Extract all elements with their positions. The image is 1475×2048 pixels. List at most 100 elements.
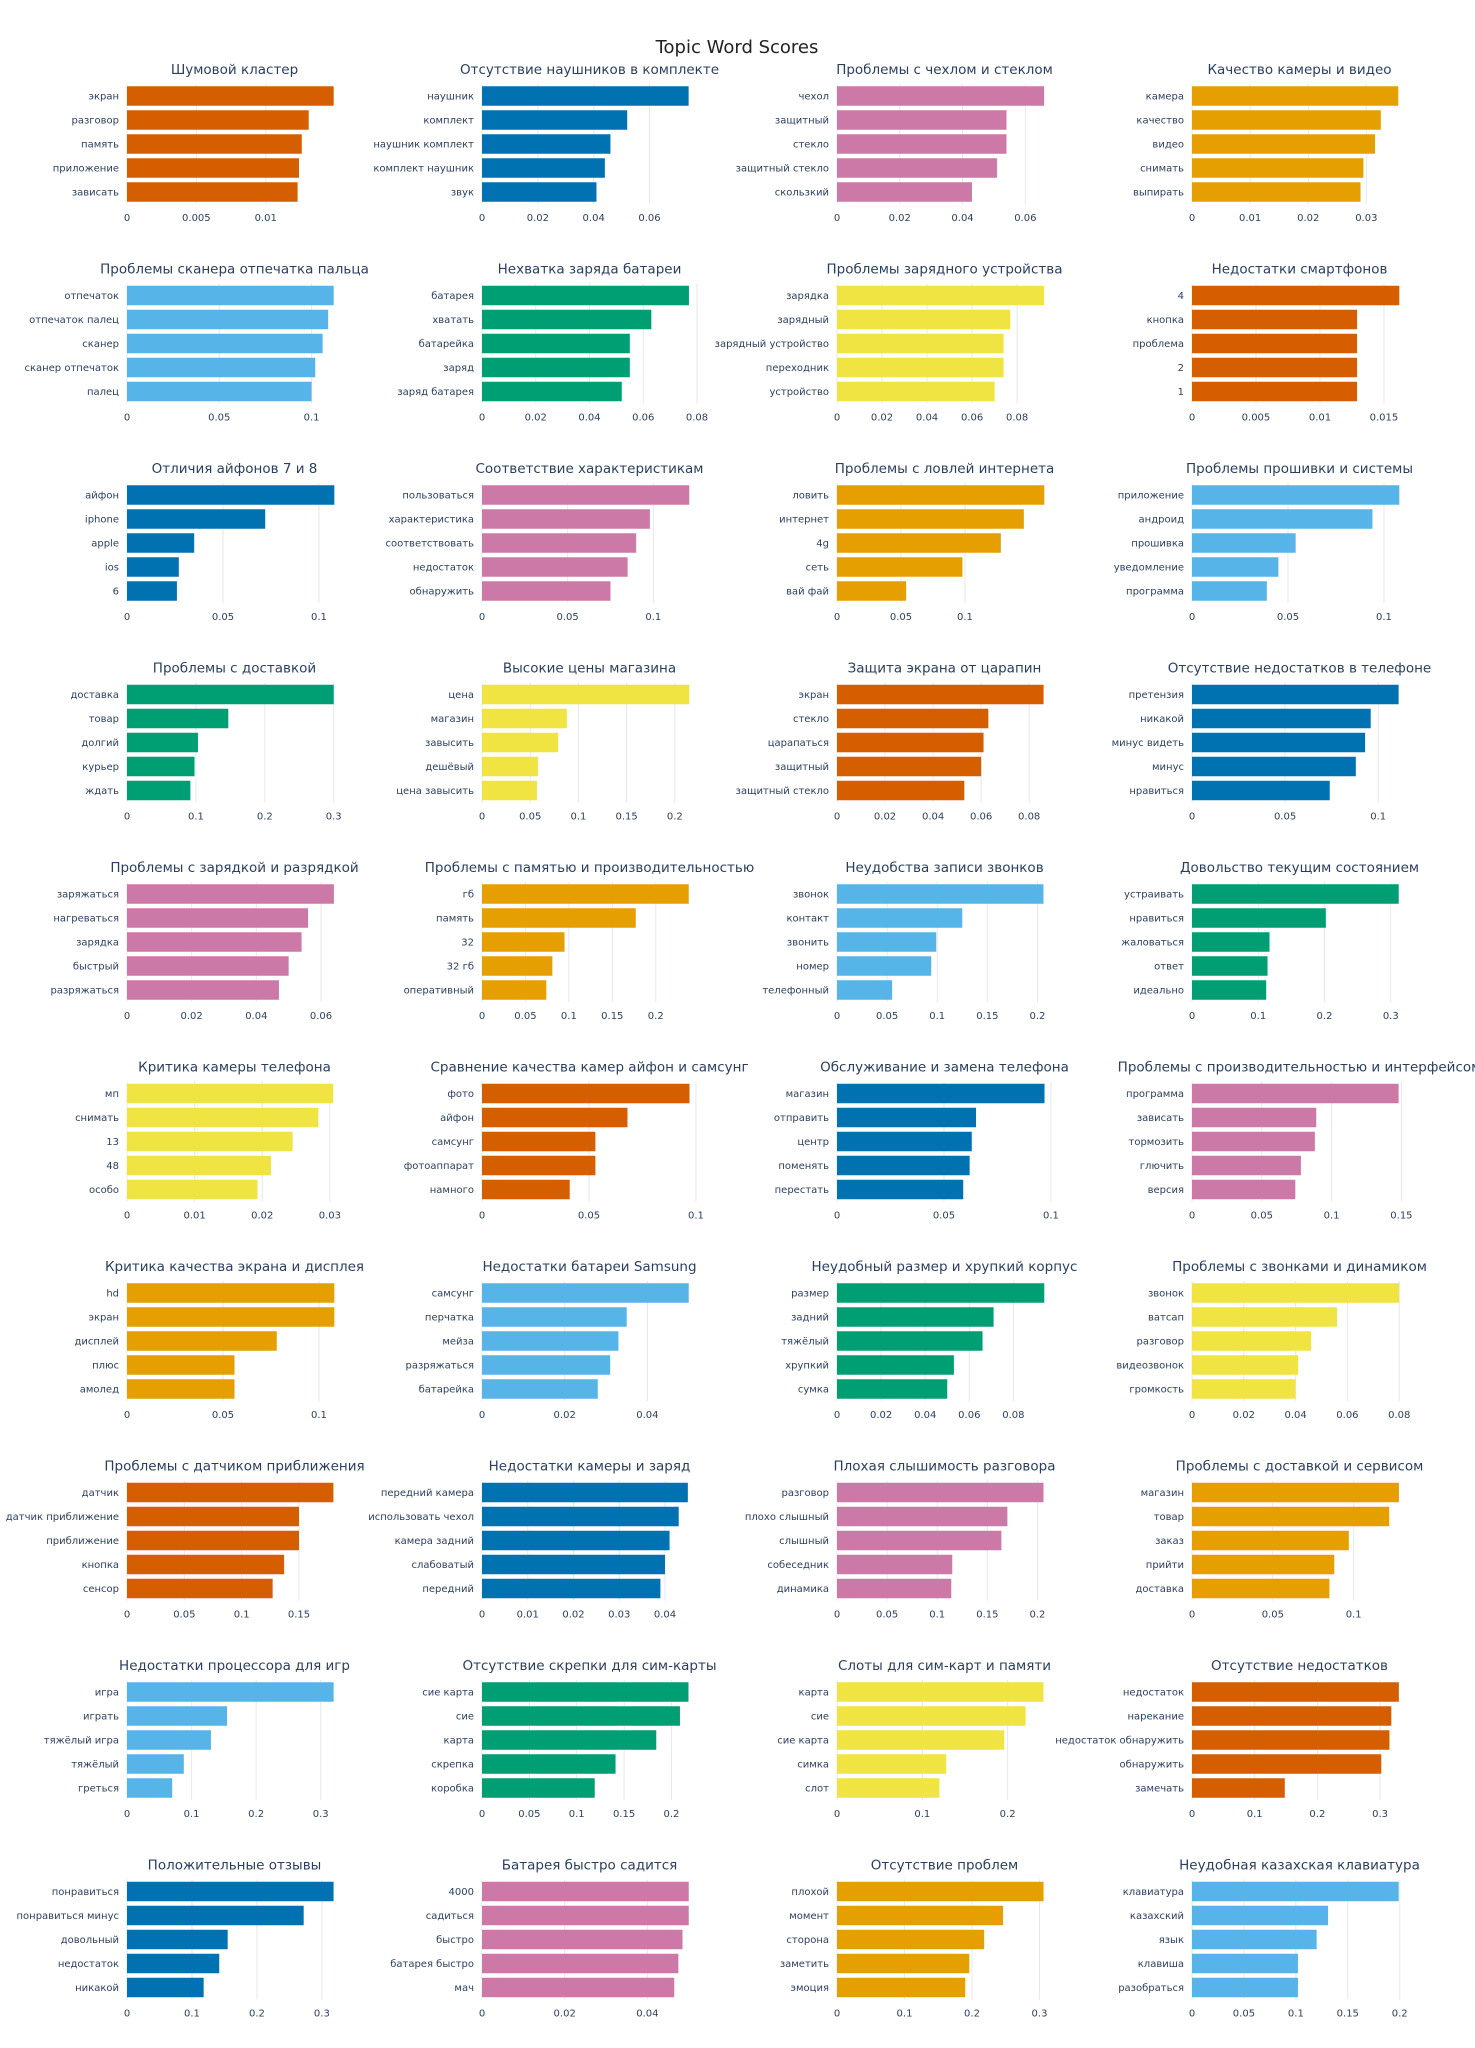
y-tick-label: перестать <box>775 1185 829 1196</box>
x-tick-label: 0.04 <box>951 213 973 224</box>
y-tick-label: батарея быстро <box>390 1959 474 1970</box>
x-tick-label: 0.02 <box>527 213 549 224</box>
x-tick-label: 0.06 <box>632 413 654 424</box>
y-tick-label: 32 гб <box>447 962 474 973</box>
x-tick-label: 0 <box>479 413 485 424</box>
y-tick-label: андроид <box>1139 515 1185 526</box>
x-tick-label: 0 <box>124 413 130 424</box>
bar <box>127 1083 334 1104</box>
bar <box>837 1706 1026 1726</box>
y-tick-label: плюс <box>92 1361 119 1372</box>
subplot: Недостатки батареи Samsung самсунг перчатк… <box>405 1259 696 1421</box>
x-tick-label: 0 <box>1189 812 1195 823</box>
y-tick-label: батарейка <box>419 339 474 350</box>
subplot-title: Соответствие характеристикам <box>476 461 704 477</box>
subplot: Критика камеры телефона мп снимать 13 48 особ… <box>75 1060 341 1222</box>
x-tick-label: 0.05 <box>514 1011 536 1022</box>
y-tick-label: комплект наушник <box>373 164 474 175</box>
y-tick-label: слот <box>805 1784 829 1795</box>
x-tick-label: 0.05 <box>519 812 541 823</box>
x-tick-label: 0.08 <box>686 413 708 424</box>
x-tick-label: 0.02 <box>889 213 911 224</box>
y-tick-label: снимать <box>75 1113 119 1124</box>
x-tick-label: 0 <box>124 612 130 623</box>
bar <box>482 1482 688 1503</box>
subplot: Проблемы с звонками и динамиком звонок ват… <box>1116 1259 1427 1421</box>
bar <box>482 333 630 354</box>
bar <box>127 908 309 928</box>
bar <box>837 557 963 577</box>
bar <box>127 1706 228 1726</box>
subplot: Неудобства записи звонков звонок контакт зв… <box>762 860 1045 1022</box>
subplot: Отличия айфонов 7 и 8 айфон iphone apple ios… <box>85 461 335 623</box>
y-tick-label: претензия <box>1129 690 1184 701</box>
x-tick-label: 0.005 <box>182 213 211 224</box>
x-tick-label: 0.05 <box>1274 812 1296 823</box>
x-tick-label: 0 <box>1189 1809 1195 1820</box>
bar <box>482 1682 689 1702</box>
subplot: Соответствие характеристикам пользоваться… <box>385 461 703 623</box>
y-tick-label: оперативный <box>404 986 474 997</box>
bar <box>837 684 1044 705</box>
x-tick-label: 0.1 <box>570 812 586 823</box>
x-tick-label: 0.015 <box>1370 413 1399 424</box>
x-tick-label: 0.05 <box>876 1011 898 1022</box>
x-tick-label: 0.1 <box>311 612 327 623</box>
bar <box>482 485 690 505</box>
x-tick-label: 0.1 <box>688 1211 704 1222</box>
y-tick-label: защитный стекло <box>736 786 829 797</box>
bar <box>1192 285 1400 306</box>
y-tick-label: приложение <box>53 164 119 175</box>
bar <box>837 1482 1044 1503</box>
bar <box>1192 333 1358 354</box>
subplot: Положительные отзывы понравиться понравить… <box>17 1858 334 2020</box>
bar <box>1192 1283 1400 1303</box>
subplot-title: Неудобная казахская клавиатура <box>1179 1858 1420 1874</box>
bar <box>837 309 1011 330</box>
subplot: Проблемы с доставкой доставка товар долгий к… <box>70 661 341 823</box>
x-tick-label: 0 <box>479 1410 485 1421</box>
subplot-title: Недостатки процессора для игр <box>119 1658 350 1674</box>
bar <box>127 1778 173 1798</box>
bar <box>837 1283 1045 1303</box>
bar <box>127 1730 211 1750</box>
x-tick-label: 0.2 <box>1030 1610 1046 1621</box>
y-tick-label: тормозить <box>1129 1137 1185 1148</box>
subplot: Шумовой кластер экран разговор память прилож… <box>53 62 334 224</box>
x-tick-label: 0 <box>479 812 485 823</box>
bar <box>482 1953 679 1974</box>
subplot: Проблемы зарядного устройства зарядка заря… <box>715 262 1063 424</box>
subplot-title: Защита экрана от царапин <box>848 661 1042 677</box>
y-tick-label: поменять <box>778 1161 829 1172</box>
subplot-title: Плохая слышимость разговора <box>834 1459 1056 1475</box>
bar <box>127 1506 299 1527</box>
bar <box>837 780 965 801</box>
x-tick-label: 0.03 <box>319 1211 341 1222</box>
bar <box>127 158 299 178</box>
bar <box>482 756 538 777</box>
bar <box>482 956 553 976</box>
x-tick-label: 0 <box>834 1011 840 1022</box>
bar <box>1192 1107 1317 1128</box>
x-tick-label: 0 <box>124 1610 130 1621</box>
bar <box>482 1506 679 1527</box>
bar <box>482 1355 611 1375</box>
x-tick-label: 0.05 <box>212 1410 234 1421</box>
y-tick-label: айфон <box>440 1113 474 1124</box>
y-tick-label: хрупкий <box>785 1361 829 1372</box>
y-tick-label: магазин <box>431 714 474 725</box>
y-tick-label: экран <box>88 92 119 103</box>
subplot: Неудобная казахская клавиатура клавиатура… <box>1118 1858 1420 2020</box>
y-tick-label: амолед <box>80 1385 119 1396</box>
x-tick-label: 0.1 <box>311 1410 327 1421</box>
bar <box>127 708 229 729</box>
bar <box>127 110 309 130</box>
bar <box>1192 780 1330 801</box>
y-tick-label: заряжаться <box>57 890 119 901</box>
bar <box>482 182 597 202</box>
y-tick-label: симка <box>797 1760 829 1771</box>
y-tick-label: вай фай <box>786 587 829 598</box>
x-tick-label: 0.01 <box>1239 213 1261 224</box>
y-tick-label: заряд <box>443 363 474 374</box>
bar <box>482 708 567 729</box>
